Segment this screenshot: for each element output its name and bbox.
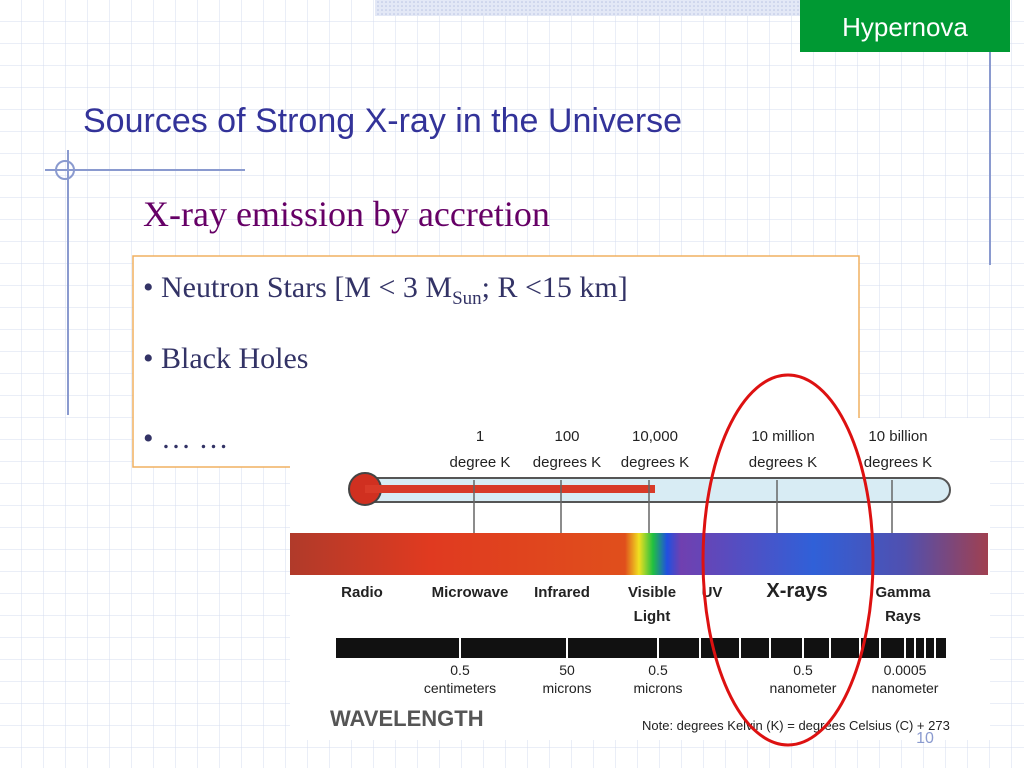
wavelength-unit: nanometer bbox=[872, 680, 939, 696]
bullet-text: Black Holes bbox=[161, 342, 308, 375]
axis-label: WAVELENGTH bbox=[330, 706, 484, 731]
band-label: Microwave bbox=[432, 584, 509, 601]
deco-circle bbox=[55, 160, 75, 180]
wavelength-value: 0.5 bbox=[648, 662, 668, 678]
wavelength-bar bbox=[336, 638, 946, 658]
temperature-unit: degree K bbox=[450, 454, 511, 471]
note: Note: degrees Kelvin (K) = degrees Celsi… bbox=[642, 718, 950, 733]
band-label: UV bbox=[702, 584, 723, 601]
bullet: • … … bbox=[143, 422, 229, 455]
top-band bbox=[375, 0, 805, 16]
wavelength-value: 0.5 bbox=[793, 662, 813, 678]
spectrum-figure: WAVELENGTH Note: degrees Kelvin (K) = de… bbox=[290, 418, 990, 740]
bullet-text: Neutron Stars [M < 3 M bbox=[161, 271, 452, 304]
temperature-value: 1 bbox=[476, 428, 484, 445]
badge-box bbox=[800, 0, 1010, 52]
wavelength-value: 50 bbox=[559, 662, 575, 678]
wavelength-unit: nanometer bbox=[770, 680, 837, 696]
wavelength-value: 0.5 bbox=[450, 662, 470, 678]
temperature-unit: degrees K bbox=[749, 454, 817, 471]
temperature-value: 100 bbox=[554, 428, 579, 445]
temperature-unit: degrees K bbox=[864, 454, 932, 471]
wavelength-unit: microns bbox=[542, 680, 591, 696]
bullet-text: ; R <15 km] bbox=[482, 271, 628, 304]
band-label: Gamma bbox=[875, 584, 931, 601]
temperature-value: 10 billion bbox=[868, 428, 927, 445]
wavelength-value: 0.0005 bbox=[884, 662, 927, 678]
band-label: Visible bbox=[628, 584, 676, 601]
title: Sources of Strong X-ray in the Universe bbox=[83, 102, 682, 140]
temperature-unit: degrees K bbox=[621, 454, 689, 471]
page-number: 10 bbox=[916, 730, 934, 747]
subtitle: X-ray emission by accretion bbox=[143, 194, 550, 234]
temperature-value: 10 million bbox=[751, 428, 814, 445]
temperature-unit: degrees K bbox=[533, 454, 601, 471]
bullet-text: … … bbox=[161, 422, 229, 455]
wavelength-unit: microns bbox=[633, 680, 682, 696]
band-label: Light bbox=[634, 608, 671, 625]
badge: Hypernova bbox=[842, 12, 968, 42]
band-label: X-rays bbox=[766, 580, 827, 602]
mercury bbox=[365, 485, 655, 493]
bullet: • Black Holes bbox=[143, 342, 308, 375]
band-label: Rays bbox=[885, 608, 921, 625]
bullet: • Neutron Stars [M < 3 MSun; R <15 km] bbox=[143, 271, 628, 309]
highlight-ellipse bbox=[701, 373, 875, 747]
band-label: Infrared bbox=[534, 584, 590, 601]
temperature-value: 10,000 bbox=[632, 428, 678, 445]
spectrum-bar bbox=[290, 533, 988, 575]
wavelength-unit: centimeters bbox=[424, 680, 496, 696]
subscript: Sun bbox=[452, 288, 482, 309]
band-label: Radio bbox=[341, 584, 383, 601]
